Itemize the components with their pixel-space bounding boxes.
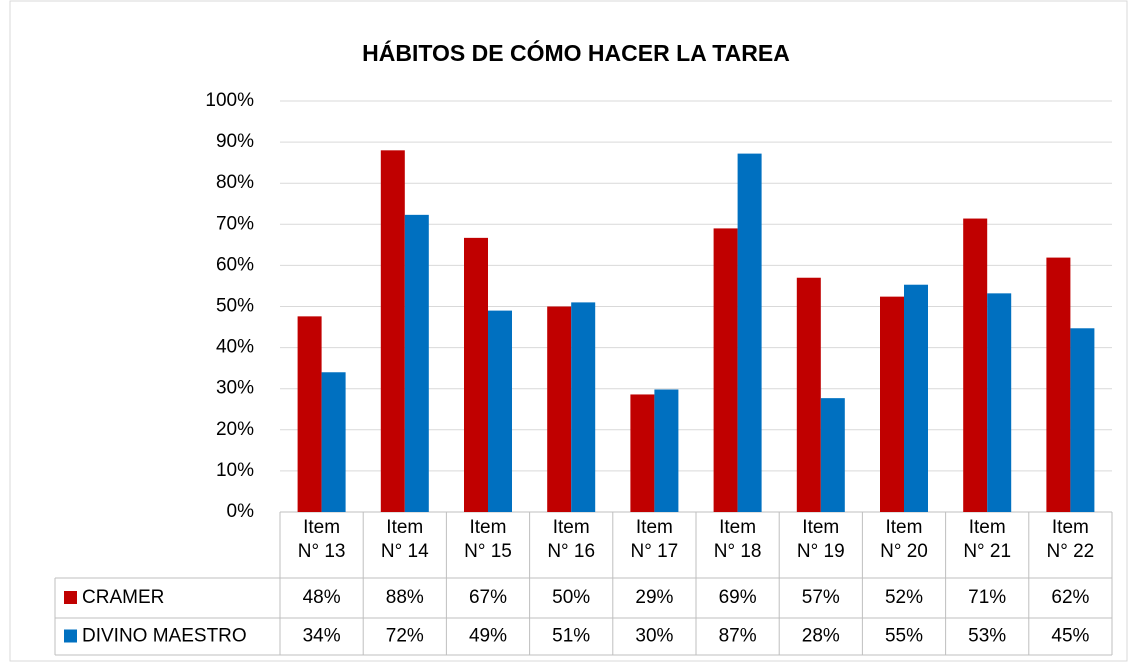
table-value: 69% [719, 587, 757, 608]
legend-label: CRAMER [82, 587, 164, 608]
table-value: 52% [885, 587, 923, 608]
table-value: 51% [552, 626, 590, 647]
bar [1046, 257, 1071, 512]
x-tick-label: Item N° 16 [547, 517, 596, 562]
table-value: 87% [719, 626, 757, 647]
bar [464, 237, 488, 512]
x-tick-label: Item N° 22 [1046, 517, 1095, 562]
bar [904, 284, 928, 512]
bar [297, 316, 322, 512]
table-value: 53% [968, 626, 1006, 647]
bar [737, 153, 762, 512]
y-tick-label: 90% [216, 131, 254, 152]
chart-title: HÁBITOS DE CÓMO HACER LA TAREA [362, 39, 790, 66]
table-value: 48% [303, 587, 341, 608]
bar [713, 228, 738, 512]
table-value: 67% [469, 587, 507, 608]
bar [987, 293, 1012, 512]
y-tick-label: 60% [216, 254, 254, 275]
bar [547, 306, 572, 512]
y-tick-label: 100% [205, 90, 254, 111]
bar [571, 302, 596, 512]
table-value: 28% [802, 626, 840, 647]
bar [654, 389, 679, 512]
y-tick-label: 10% [216, 460, 254, 481]
table-value: 30% [635, 626, 673, 647]
bar [880, 296, 904, 512]
table-value: 88% [386, 587, 424, 608]
x-tick-label: Item N° 13 [297, 517, 346, 562]
x-tick-label: Item N° 15 [464, 517, 512, 562]
x-tick-label: Item N° 21 [963, 517, 1012, 562]
table-value: 57% [802, 587, 840, 608]
legend-swatch [64, 629, 77, 643]
table-value: 34% [303, 626, 341, 647]
legend-swatch [64, 591, 77, 604]
x-tick-label: Item N° 20 [880, 517, 928, 562]
chart-border [9, 0, 1128, 662]
y-tick-label: 50% [216, 296, 254, 317]
table-value: 29% [635, 587, 673, 608]
table-value: 55% [885, 626, 923, 647]
bar [488, 310, 512, 512]
y-tick-label: 40% [216, 337, 254, 358]
bar [963, 218, 988, 512]
table-value: 45% [1051, 626, 1089, 647]
table-value: 49% [469, 626, 507, 647]
x-tick-label: Item N° 14 [380, 517, 429, 562]
y-tick-label: 20% [216, 419, 254, 440]
y-tick-label: 30% [216, 378, 254, 399]
y-tick-label: 0% [227, 501, 255, 522]
bar [820, 398, 845, 512]
bar [1070, 328, 1095, 512]
y-tick-label: 70% [216, 213, 254, 234]
table-value: 62% [1051, 587, 1089, 608]
x-tick-label: Item N° 19 [796, 517, 845, 562]
legend-label: DIVINO MAESTRO [82, 626, 247, 647]
table-value: 71% [968, 587, 1006, 608]
table-value: 50% [552, 587, 590, 608]
bar [630, 394, 655, 512]
table-value: 72% [386, 626, 424, 647]
x-tick-label: Item N° 17 [630, 517, 679, 562]
bar [380, 150, 405, 512]
x-tick-label: Item N° 18 [713, 517, 762, 562]
bar [321, 372, 346, 512]
bar [404, 214, 429, 513]
bar [796, 277, 821, 512]
y-tick-label: 80% [216, 172, 254, 193]
